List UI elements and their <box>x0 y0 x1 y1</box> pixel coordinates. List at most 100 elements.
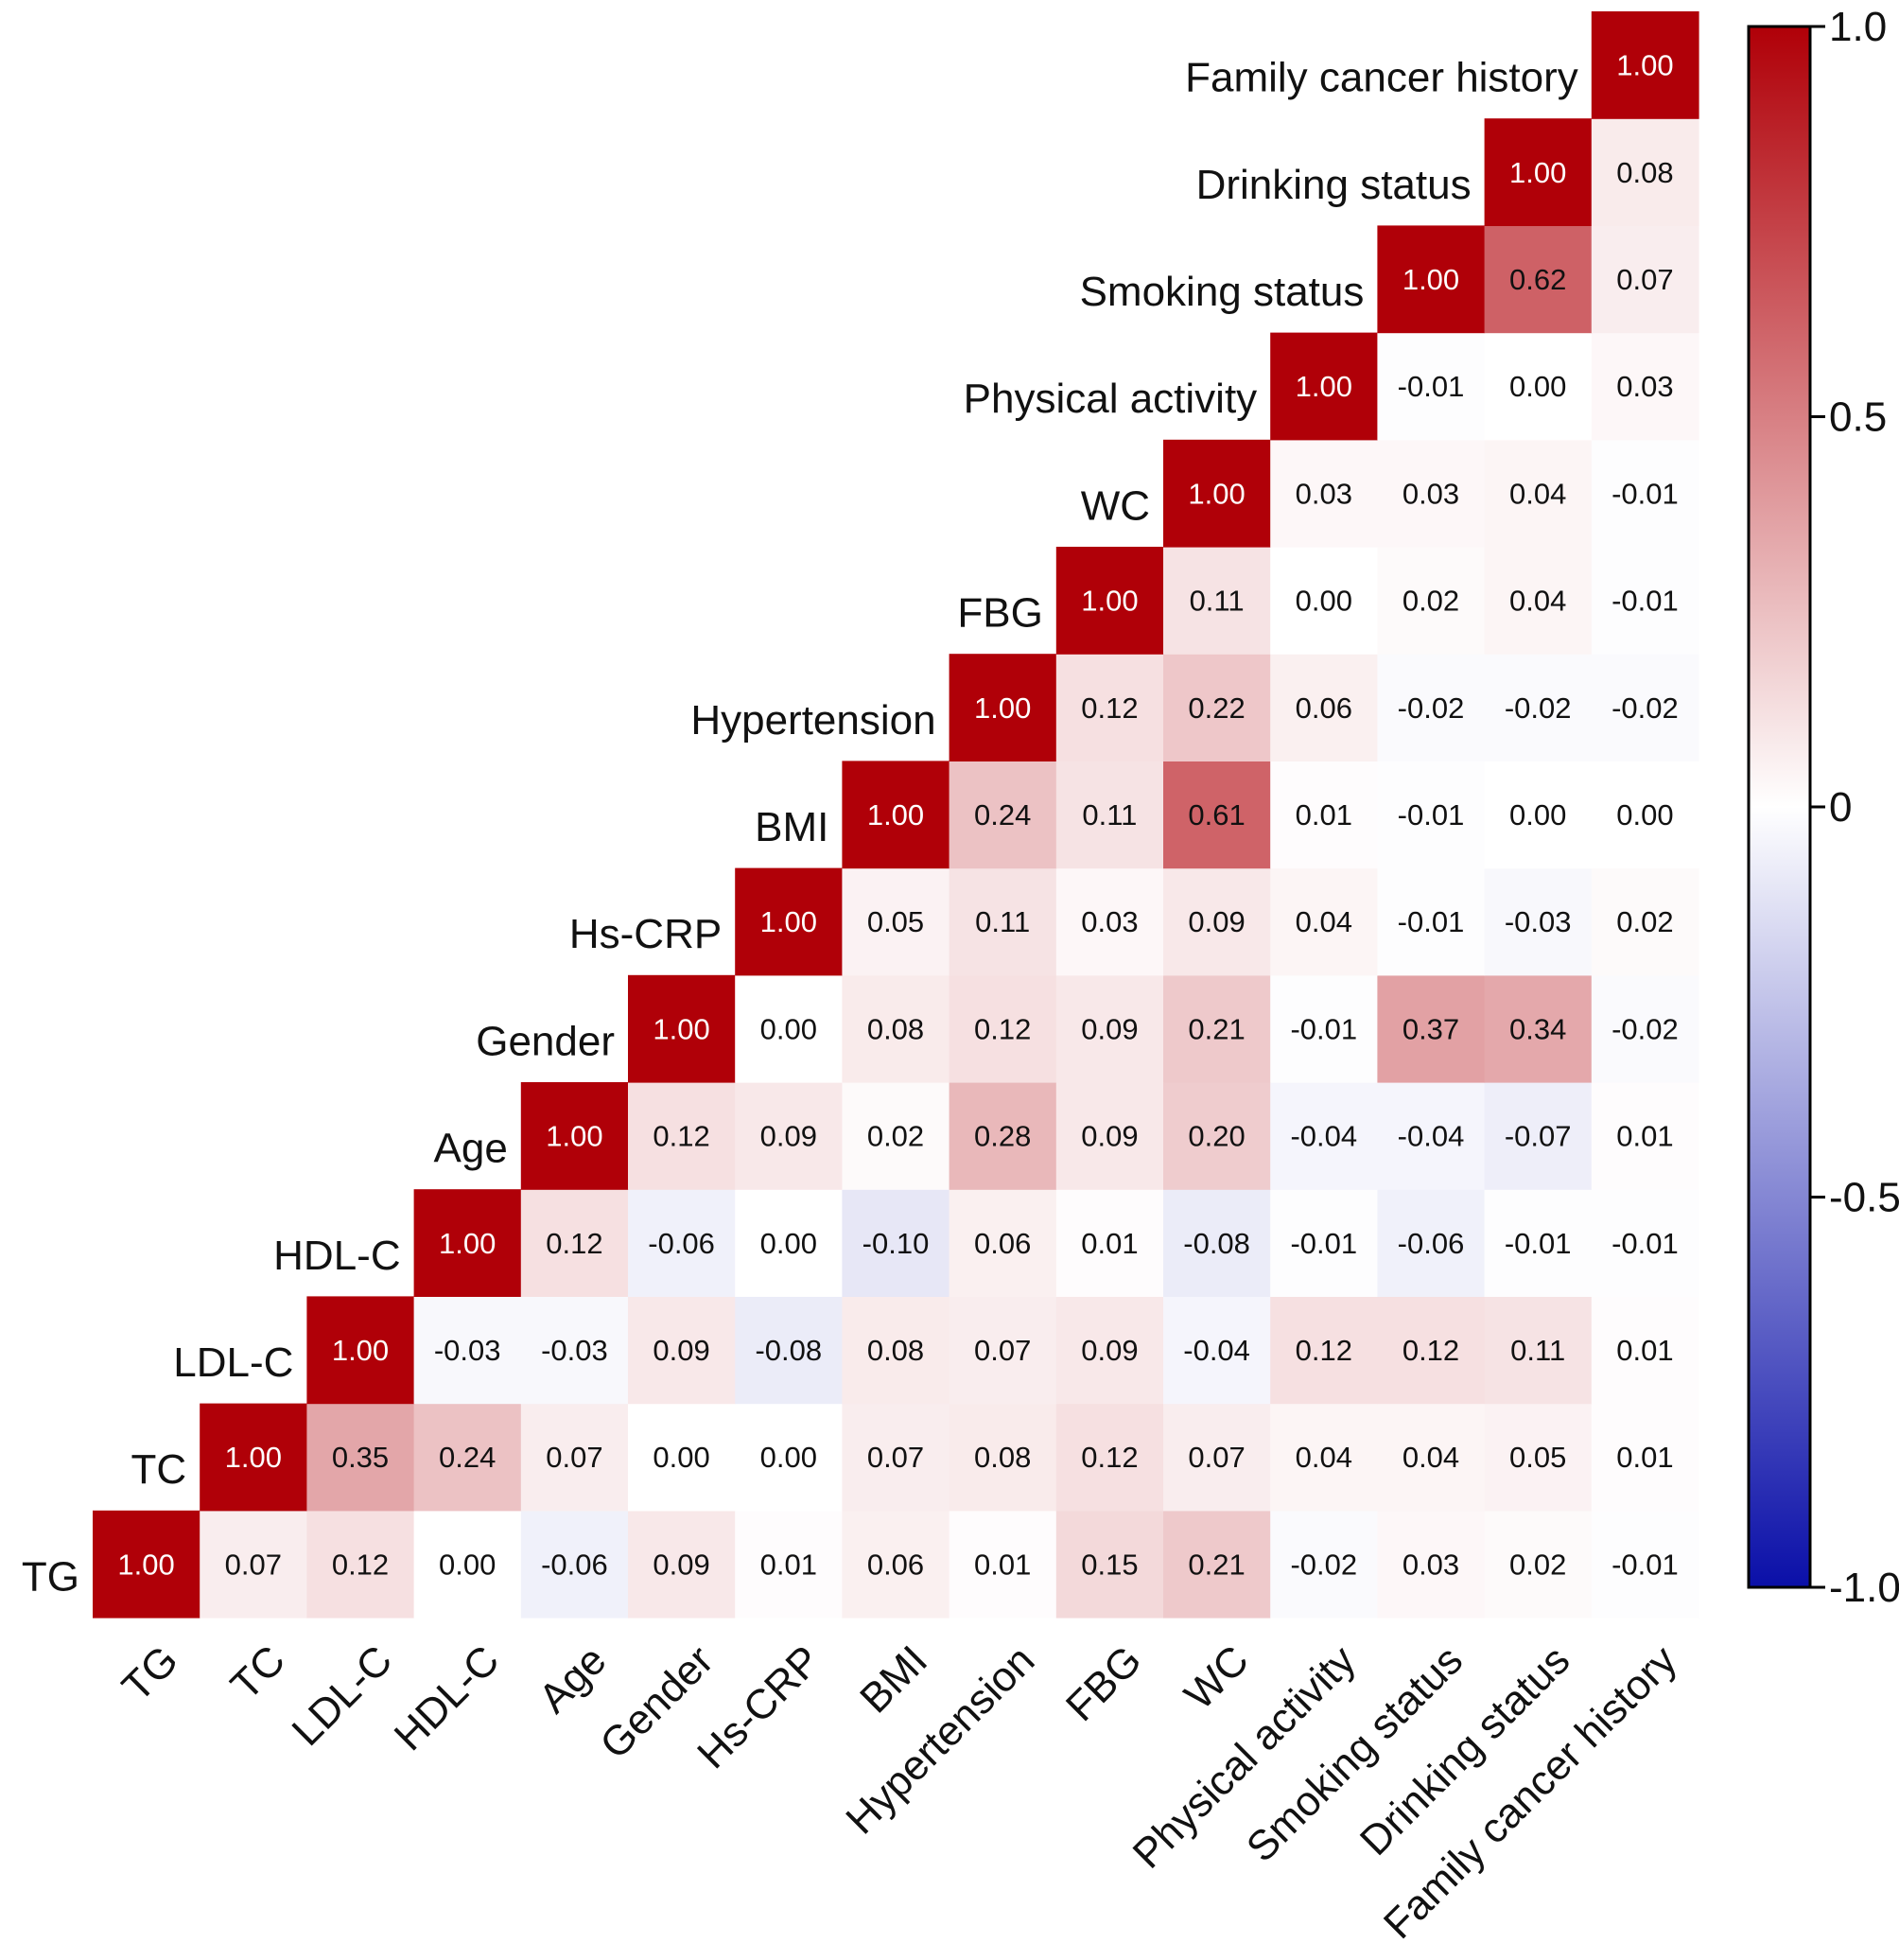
cell-value: 0.01 <box>1296 798 1352 831</box>
column-label: BMI <box>851 1636 936 1722</box>
cell-value: 0.24 <box>974 798 1031 831</box>
heatmap-cell <box>1484 547 1593 655</box>
heatmap-cell <box>1484 974 1593 1083</box>
row-label: WC <box>1081 482 1150 529</box>
row-label: HDL-C <box>273 1233 400 1279</box>
cell-value: 0.12 <box>974 1012 1031 1045</box>
heatmap-cell <box>735 1189 843 1297</box>
heatmap-cell <box>1377 1296 1486 1405</box>
heatmap-cell <box>842 867 950 976</box>
heatmap-cell <box>628 1403 736 1512</box>
cell-value: -0.02 <box>1505 691 1572 725</box>
cell-value: 0.11 <box>1190 585 1245 618</box>
cell-value: 0.07 <box>974 1334 1031 1367</box>
row-label: Gender <box>476 1018 615 1064</box>
heatmap-cell <box>1270 654 1378 761</box>
cell-value: 1.00 <box>974 691 1031 725</box>
cell-value: 0.00 <box>1509 798 1566 831</box>
row-labels: TG TC LDL-C HDL-C Age Gender Hs-CRP BMI Hyperten… <box>22 55 1578 1601</box>
row-label: Hypertension <box>690 697 935 744</box>
cell-value: 0.11 <box>975 905 1030 938</box>
cell-value: 0.24 <box>439 1441 496 1474</box>
cell-value: 0.04 <box>1296 1441 1352 1474</box>
cell-value: 0.07 <box>225 1548 282 1581</box>
heatmap-cell <box>1591 1296 1699 1405</box>
cell-value: 0.01 <box>1616 1334 1673 1367</box>
cell-value: -0.01 <box>1612 1548 1679 1581</box>
cell-value: 0.12 <box>1081 1441 1138 1474</box>
row-label: Hs-CRP <box>569 911 722 957</box>
cell-value: 0.09 <box>1081 1012 1138 1045</box>
heatmap-cell <box>1270 974 1378 1083</box>
cell-value: 0.03 <box>1402 477 1459 510</box>
cell-value: 0.09 <box>653 1548 709 1581</box>
cell-value: -0.01 <box>1505 1227 1572 1260</box>
cell-value: 0.02 <box>1509 1548 1566 1581</box>
heatmap-cell <box>1591 1082 1699 1190</box>
cell-value: 0.12 <box>1402 1334 1459 1367</box>
cell-value: -0.02 <box>1398 691 1465 725</box>
cell-value: 0.61 <box>1188 798 1245 831</box>
heatmap-cell <box>413 1189 522 1297</box>
cell-value: 0.03 <box>1296 477 1352 510</box>
heatmap-cell <box>306 1510 415 1619</box>
row-label: Drinking status <box>1196 162 1472 208</box>
cell-value: 0.08 <box>867 1334 924 1367</box>
heatmap-cell <box>1163 974 1271 1083</box>
heatmap-cell <box>1270 1296 1378 1405</box>
heatmap-cell <box>842 1296 950 1405</box>
cell-value: -0.06 <box>541 1548 608 1581</box>
cell-value: -0.02 <box>1612 691 1679 725</box>
cell-value: 0.12 <box>653 1120 709 1153</box>
heatmap-cell <box>1591 118 1699 226</box>
heatmap-cell <box>1270 867 1378 976</box>
heatmap-cell <box>1377 547 1486 655</box>
heatmap-cells: 1.00 0.07 0.12 0.00 -0.06 0.09 0.01 0.06 0.01 0.1… <box>93 11 1699 1619</box>
heatmap-cell <box>949 867 1057 976</box>
colorbar-tick-label: 0.5 <box>1829 394 1887 441</box>
row-label: Age <box>434 1126 508 1172</box>
cell-value: 0.07 <box>867 1441 924 1474</box>
cell-value: 0.08 <box>1616 156 1673 189</box>
cell-value: 0.01 <box>974 1548 1031 1581</box>
heatmap-cell <box>1055 1403 1164 1512</box>
cell-value: -0.03 <box>541 1334 608 1367</box>
cell-value: 1.00 <box>760 905 817 938</box>
cell-value: 1.00 <box>1296 370 1352 403</box>
cell-value: 0.00 <box>760 1012 817 1045</box>
cell-value: 0.07 <box>1616 263 1673 296</box>
cell-value: 1.00 <box>1509 156 1566 189</box>
cell-value: 0.04 <box>1296 905 1352 938</box>
column-label: Hypertension <box>837 1636 1043 1843</box>
cell-value: 0.04 <box>1402 1441 1459 1474</box>
colorbar-tick-label: 1.0 <box>1829 4 1887 50</box>
heatmap-cell <box>949 1189 1057 1297</box>
heatmap-cell <box>1591 1510 1699 1619</box>
heatmap-cell <box>628 974 736 1083</box>
column-label: Age <box>531 1636 616 1722</box>
cell-value: 1.00 <box>1402 263 1459 296</box>
cell-value: -0.04 <box>1183 1334 1250 1367</box>
heatmap-cell <box>1377 439 1486 548</box>
cell-value: 1.00 <box>867 798 924 831</box>
heatmap-cell <box>1484 654 1593 761</box>
cell-value: 0.00 <box>760 1441 817 1474</box>
heatmap-cell <box>1055 1189 1164 1297</box>
heatmap-cell <box>1055 761 1164 869</box>
heatmap-cell <box>1377 225 1486 334</box>
cell-value: -0.03 <box>1505 905 1572 938</box>
cell-value: 0.11 <box>1510 1334 1565 1367</box>
column-label: TG <box>113 1636 187 1710</box>
heatmap-cell <box>413 1510 522 1619</box>
heatmap-cell <box>1377 867 1486 976</box>
heatmap-cell <box>1484 761 1593 869</box>
heatmap-cell <box>1270 761 1378 869</box>
heatmap-cell <box>1484 118 1593 226</box>
heatmap-cell <box>1163 1082 1271 1190</box>
heatmap-cell <box>842 1510 950 1619</box>
cell-value: -0.01 <box>1290 1227 1357 1260</box>
heatmap-cell <box>1163 1296 1271 1405</box>
heatmap-cell <box>1163 867 1271 976</box>
row-label: BMI <box>755 804 828 850</box>
